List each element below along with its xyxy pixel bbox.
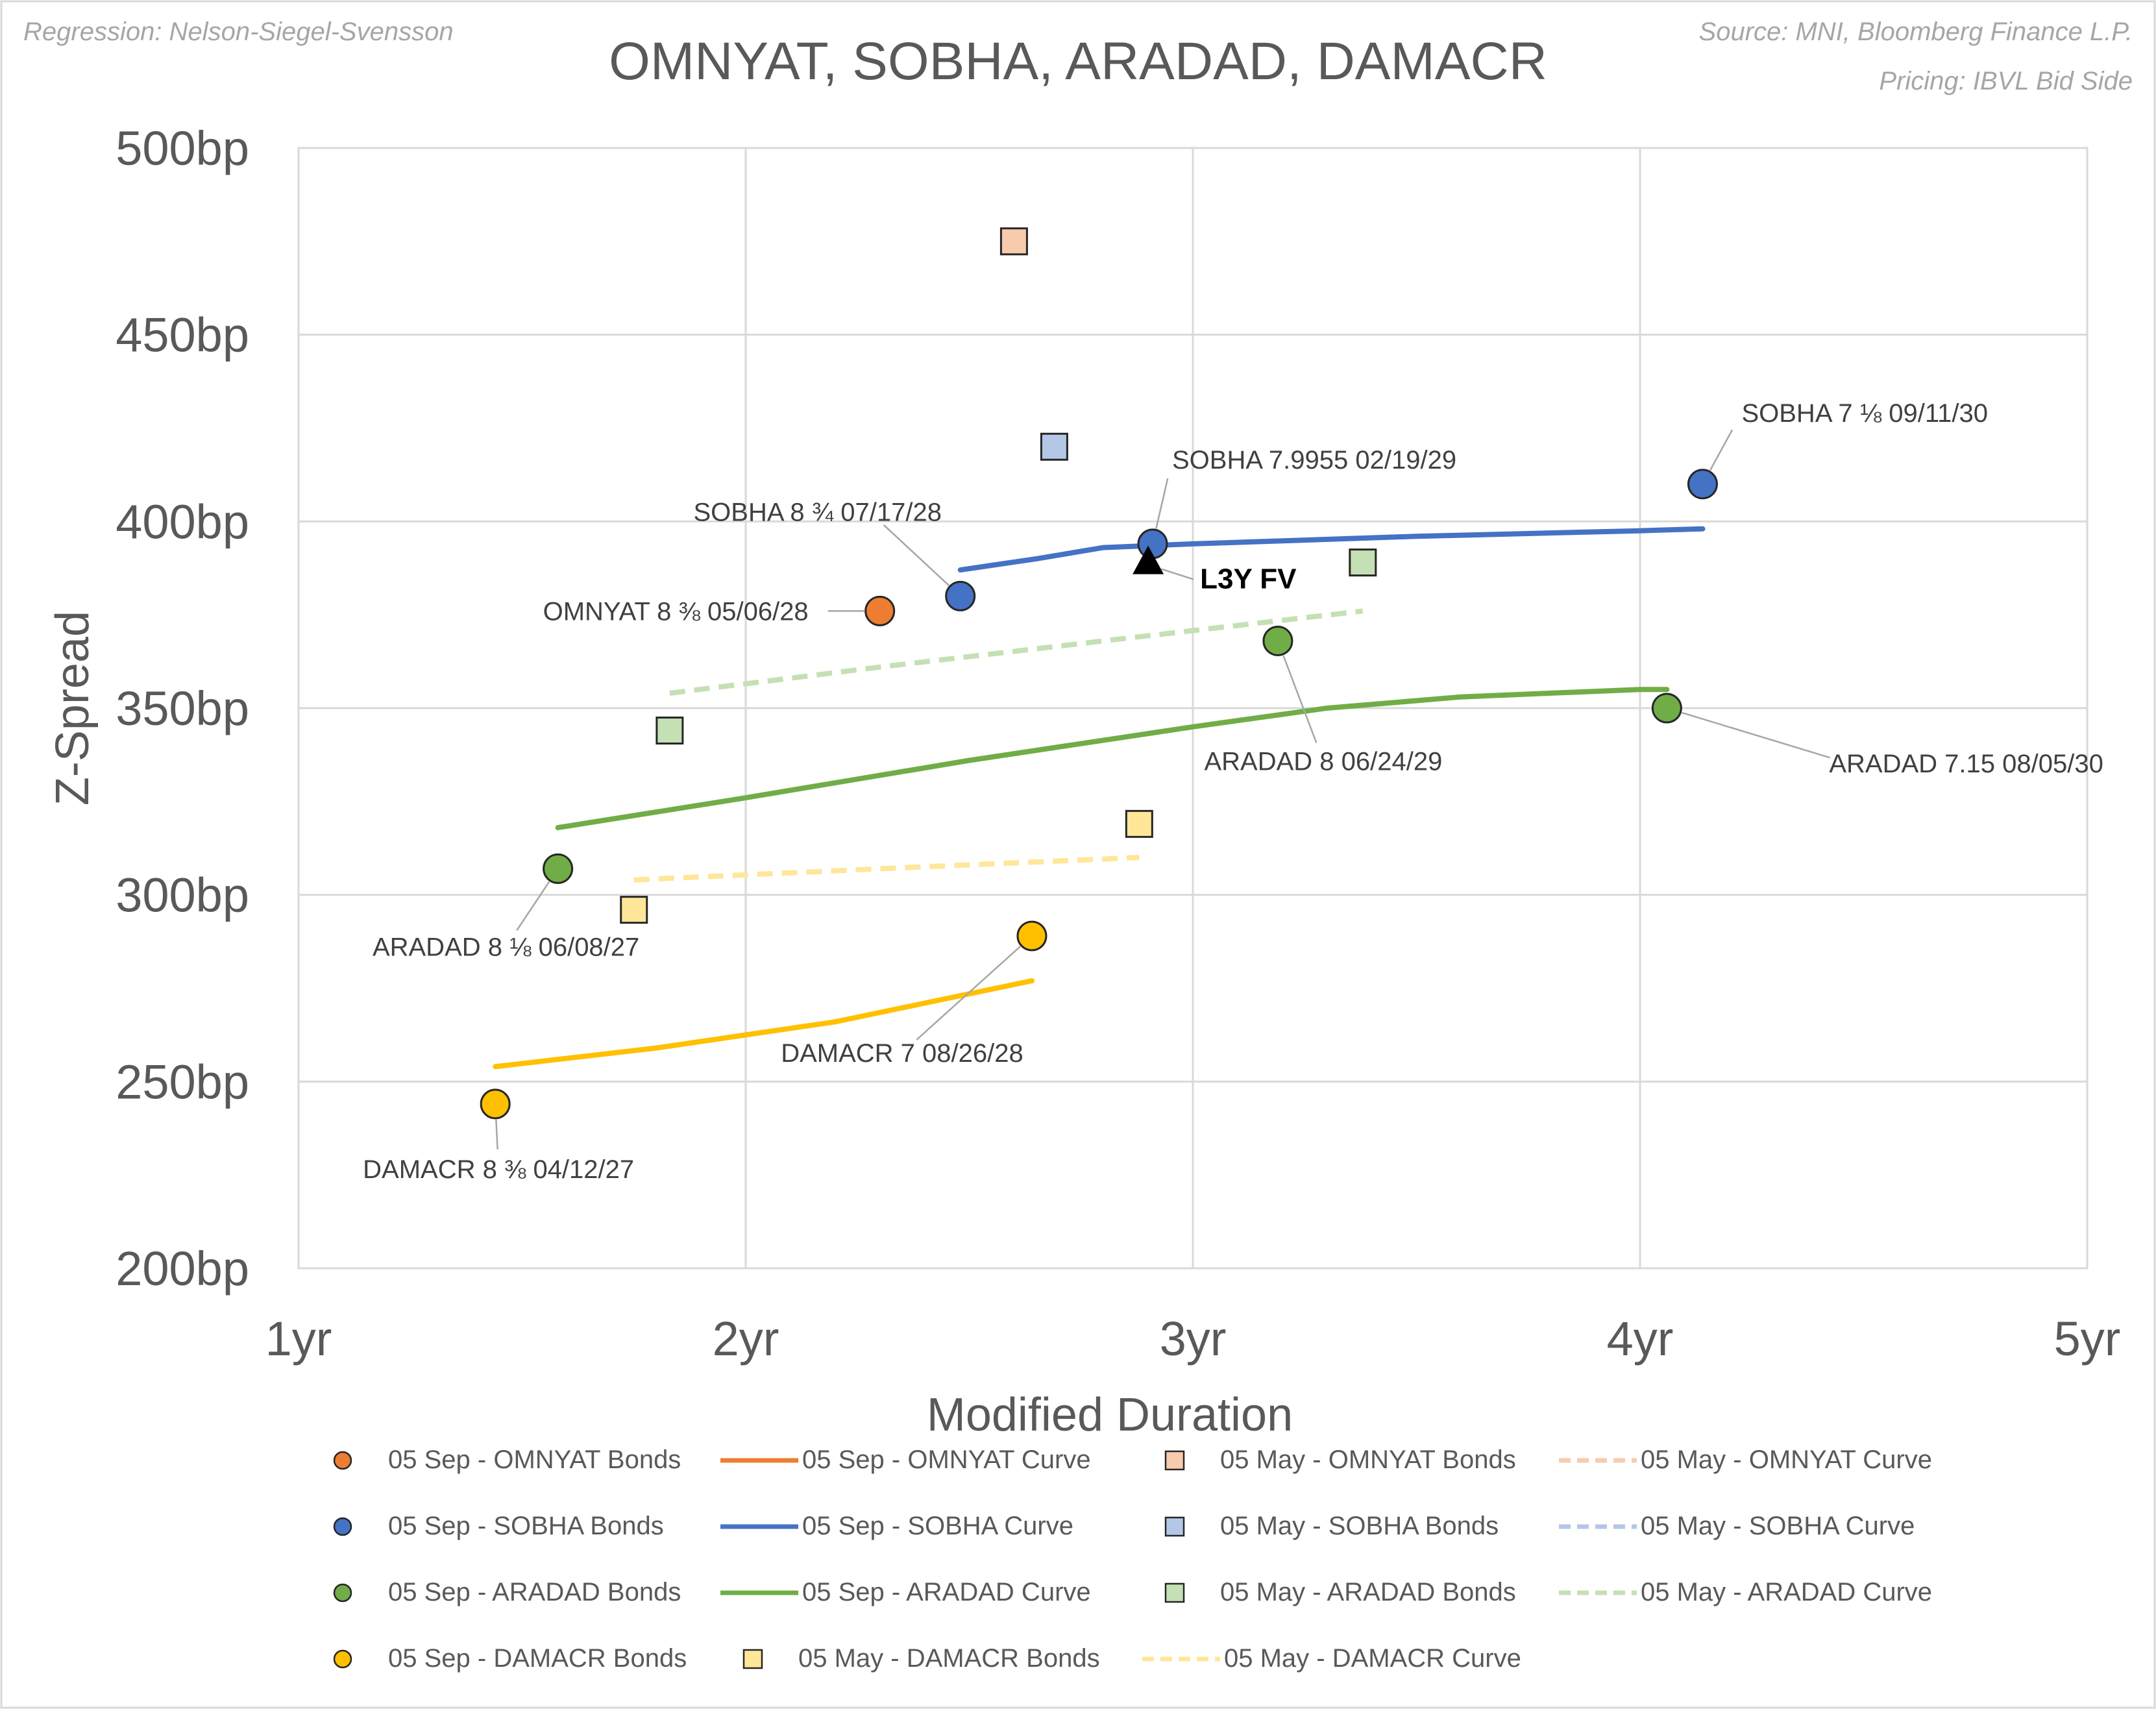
annotation-leader — [916, 946, 1021, 1040]
chart-title: OMNYAT, SOBHA, ARADAD, DAMACR — [609, 32, 1547, 91]
sep-bond-marker-omnyat — [864, 595, 896, 626]
fair-value-leader — [1160, 568, 1194, 580]
may-bond-marker-damacr — [620, 896, 648, 924]
sep-curve-aradad — [555, 687, 1670, 831]
pricing-note: Pricing: IBVL Bid Side — [1879, 67, 2133, 95]
legend-swatch-circle — [333, 1451, 352, 1470]
legend-label: 05 Sep - ARADAD Curve — [802, 1578, 1091, 1606]
source-note: Source: MNI, Bloomberg Finance L.P. — [1699, 18, 2133, 46]
legend-label: 05 Sep - OMNYAT Curve — [802, 1445, 1091, 1474]
legend-label: 05 May - DAMACR Bonds — [798, 1644, 1100, 1673]
y-tick-label: 350bp — [116, 682, 249, 735]
annotation-leader — [1282, 655, 1317, 743]
legend-label: 05 May - OMNYAT Curve — [1641, 1445, 1932, 1474]
legend-label: 05 Sep - SOBHA Bonds — [388, 1512, 664, 1540]
legend-swatch-circle — [333, 1649, 352, 1669]
y-tick-label: 500bp — [116, 121, 249, 175]
annotation-leader — [516, 881, 550, 931]
may-curve-aradad — [669, 608, 1364, 696]
sep-bond-marker-sobha — [1687, 469, 1718, 500]
bond-annotation-label: ARADAD 7.15 08/05/30 — [1829, 750, 2103, 778]
sep-bond-marker-damacr — [1016, 920, 1047, 952]
bond-annotation-label: OMNYAT 8 ⅜ 05/06/28 — [543, 597, 809, 626]
x-axis-ticks: 1yr 2yr 3yr 4yr 5yr — [265, 1312, 2121, 1366]
annotation-leader — [1709, 429, 1733, 471]
y-tick-label: 450bp — [116, 308, 249, 362]
legend-label: 05 May - SOBHA Curve — [1641, 1512, 1915, 1540]
y-tick-label: 400bp — [116, 495, 249, 548]
sep-bond-markers — [480, 469, 1718, 1120]
may-bond-marker-omnyat — [999, 227, 1028, 256]
sep-bond-marker-aradad — [543, 853, 574, 884]
annotation-leaders — [495, 429, 1830, 1150]
y-tick-label: 200bp — [116, 1242, 249, 1296]
x-tick-label: 1yr — [265, 1312, 332, 1366]
may-bond-marker-aradad — [655, 717, 684, 745]
x-tick-label: 3yr — [1160, 1312, 1227, 1366]
fair-value-group: L3Y FV — [1133, 545, 1297, 595]
annotation-leader — [1155, 478, 1169, 529]
legend-swatch-square — [1164, 1516, 1185, 1537]
x-axis-title: Modified Duration — [927, 1389, 1293, 1441]
legend-swatch-square — [742, 1649, 763, 1669]
annotation-leader — [883, 524, 949, 586]
y-axis-title: Z-Spread — [47, 611, 99, 805]
fair-value-label: L3Y FV — [1200, 563, 1297, 595]
sep-bond-marker-aradad — [1262, 625, 1293, 656]
legend-label: 05 Sep - DAMACR Bonds — [388, 1644, 687, 1673]
curves — [493, 526, 1706, 1070]
bond-annotation-label: SOBHA 7 ⅛ 09/11/30 — [1741, 399, 1988, 428]
legend-swatch-square — [1164, 1450, 1185, 1471]
bond-annotation-label: SOBHA 7.9955 02/19/29 — [1172, 446, 1456, 474]
bond-annotation-label: ARADAD 8 ⅛ 06/08/27 — [373, 933, 639, 961]
x-tick-label: 4yr — [1607, 1312, 1674, 1366]
legend-label: 05 Sep - ARADAD Bonds — [388, 1578, 681, 1606]
legend-label: 05 May - ARADAD Curve — [1641, 1578, 1932, 1606]
x-tick-label: 5yr — [2054, 1312, 2121, 1366]
sep-bond-marker-damacr — [480, 1088, 511, 1120]
sep-curve-sobha — [957, 526, 1706, 573]
regression-note: Regression: Nelson-Siegel-Svensson — [23, 18, 454, 46]
may-curve-damacr — [633, 855, 1140, 883]
may-bond-marker-aradad — [1349, 548, 1377, 577]
sep-curve-damacr — [493, 978, 1035, 1070]
y-axis-ticks: 200bp 250bp 300bp 350bp 400bp 450bp 500bp — [116, 121, 249, 1296]
legend-label: 05 May - SOBHA Bonds — [1220, 1512, 1499, 1540]
may-bond-markers — [620, 227, 1377, 924]
legend-swatch-circle — [333, 1583, 352, 1603]
plot-area-border — [297, 147, 2089, 1270]
legend-label: 05 Sep - OMNYAT Bonds — [388, 1445, 681, 1474]
bond-annotation-label: DAMACR 8 ⅜ 04/12/27 — [363, 1155, 634, 1184]
bond-annotation-label: SOBHA 8 ¾ 07/17/28 — [693, 498, 941, 526]
bond-annotations: OMNYAT 8 ⅜ 05/06/28 SOBHA 8 ¾ 07/17/28 SOB… — [363, 399, 2103, 1184]
legend-label: 05 Sep - SOBHA Curve — [802, 1512, 1073, 1540]
fair-value-marker — [1133, 545, 1164, 574]
may-bond-marker-damacr — [1125, 809, 1153, 838]
bond-annotation-label: DAMACR 7 08/26/28 — [781, 1039, 1023, 1068]
legend-label: 05 May - OMNYAT Bonds — [1220, 1445, 1516, 1474]
legend-swatch-circle — [333, 1517, 352, 1536]
sep-bond-marker-sobha — [945, 580, 976, 611]
y-tick-label: 300bp — [116, 868, 249, 922]
annotation-leader — [495, 1119, 498, 1150]
sep-bond-marker-aradad — [1651, 693, 1682, 724]
legend-label: 05 May - ARADAD Bonds — [1220, 1578, 1516, 1606]
x-tick-label: 2yr — [713, 1312, 779, 1366]
y-tick-label: 250bp — [116, 1055, 249, 1109]
may-bond-marker-sobha — [1040, 432, 1068, 461]
bond-annotation-label: ARADAD 8 06/24/29 — [1204, 747, 1442, 776]
annotation-leader — [1681, 711, 1830, 759]
legend-swatch-square — [1164, 1582, 1185, 1603]
legend-label: 05 May - DAMACR Curve — [1224, 1644, 1521, 1673]
legend: 05 Sep - OMNYAT Bonds 05 Sep - OMNYAT Cur… — [333, 1445, 1932, 1673]
